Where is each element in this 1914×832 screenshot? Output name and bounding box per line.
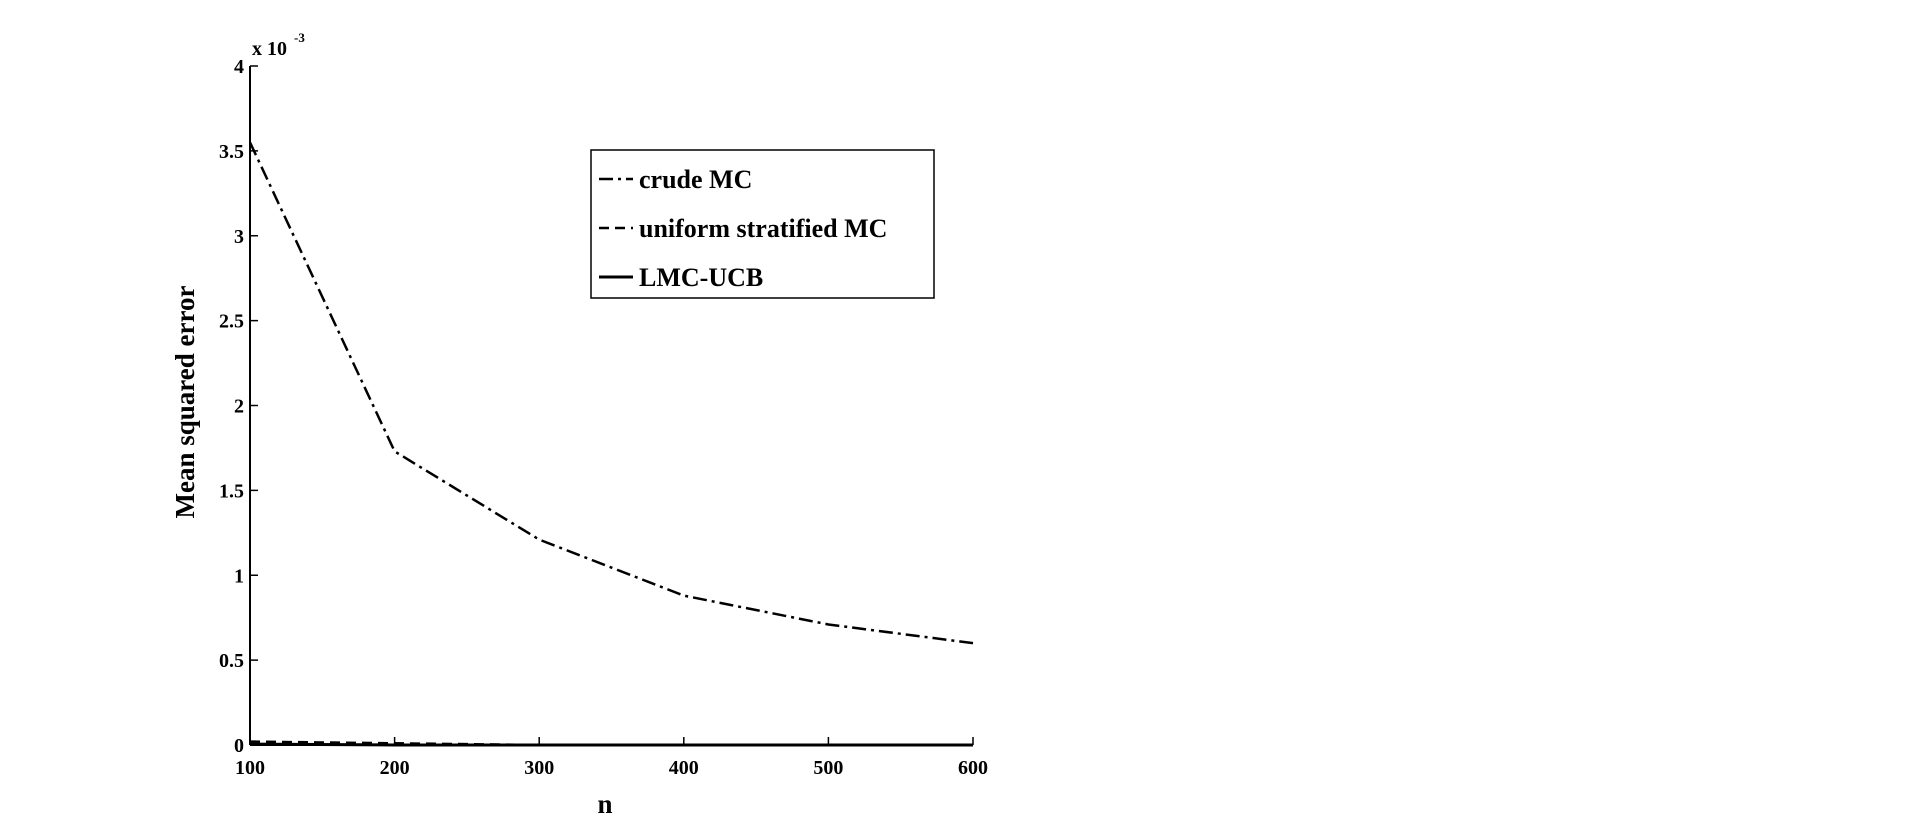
legend-label-3: LMC-UCB — [639, 263, 763, 292]
y-tick-label: 3.5 — [219, 141, 244, 163]
y-tick-label: 1.5 — [219, 480, 244, 502]
x-tick-label: 500 — [813, 757, 843, 779]
y-multiplier-exponent: -3 — [294, 30, 305, 45]
y-tick-label: 0 — [234, 735, 244, 757]
legend-label-1: crude MC — [639, 165, 752, 194]
y-tick-label: 4 — [234, 56, 244, 78]
y-tick-label: 0.5 — [219, 650, 244, 672]
y-tick-label: 2 — [234, 396, 244, 418]
y-axis-label: Mean squared error — [170, 286, 200, 519]
legend-box — [590, 149, 935, 299]
x-tick-label: 200 — [380, 757, 410, 779]
y-tick-label: 1 — [234, 565, 244, 587]
x-tick-label: 100 — [235, 757, 265, 779]
axis-ticks: 100 200 300 400 500 600 0 0.5 1 1.5 2 2.5 3 3.5 4 — [219, 56, 988, 779]
x-tick-label: 600 — [958, 757, 988, 779]
y-tick-label: 2.5 — [219, 311, 244, 333]
y-multiplier-label: x 10 — [252, 38, 287, 60]
x-tick-label: 300 — [524, 757, 554, 779]
legend-label-2: uniform stratified MC — [639, 214, 887, 243]
y-tick-label: 3 — [234, 226, 244, 248]
x-tick-label: 400 — [669, 757, 699, 779]
series-lines — [248, 141, 974, 747]
series-line-3 — [249, 742, 973, 747]
x-axis-label: n — [597, 789, 612, 819]
series-line-1 — [248, 141, 974, 645]
legend: crude MC uniform stratified MC LMC-UCB — [590, 149, 935, 299]
